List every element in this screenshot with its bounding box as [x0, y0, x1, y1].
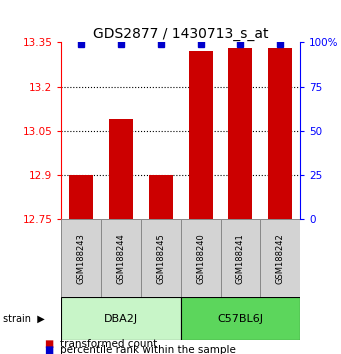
Bar	[189, 51, 212, 219]
Text: GSM188241: GSM188241	[236, 233, 245, 284]
Bar	[141, 219, 181, 297]
Text: ■: ■	[44, 346, 54, 354]
Bar	[181, 219, 221, 297]
Text: ■: ■	[44, 339, 54, 349]
Bar	[260, 219, 300, 297]
Text: DBA2J: DBA2J	[104, 314, 138, 324]
Bar	[101, 219, 141, 297]
Bar	[61, 219, 101, 297]
Text: GSM188244: GSM188244	[117, 233, 125, 284]
Bar	[69, 175, 93, 219]
Text: transformed count: transformed count	[60, 339, 157, 349]
Bar	[61, 297, 181, 340]
Text: strain  ▶: strain ▶	[3, 314, 45, 324]
Bar	[149, 175, 173, 219]
Bar	[221, 219, 260, 297]
Text: C57BL6J: C57BL6J	[218, 314, 263, 324]
Text: GSM188242: GSM188242	[276, 233, 285, 284]
Text: percentile rank within the sample: percentile rank within the sample	[60, 346, 236, 354]
Text: GSM188240: GSM188240	[196, 233, 205, 284]
Text: GSM188243: GSM188243	[77, 233, 86, 284]
Text: GSM188245: GSM188245	[156, 233, 165, 284]
Title: GDS2877 / 1430713_s_at: GDS2877 / 1430713_s_at	[93, 28, 268, 41]
Bar	[228, 48, 252, 219]
Bar	[109, 119, 133, 219]
Bar	[268, 48, 292, 219]
Bar	[181, 297, 300, 340]
